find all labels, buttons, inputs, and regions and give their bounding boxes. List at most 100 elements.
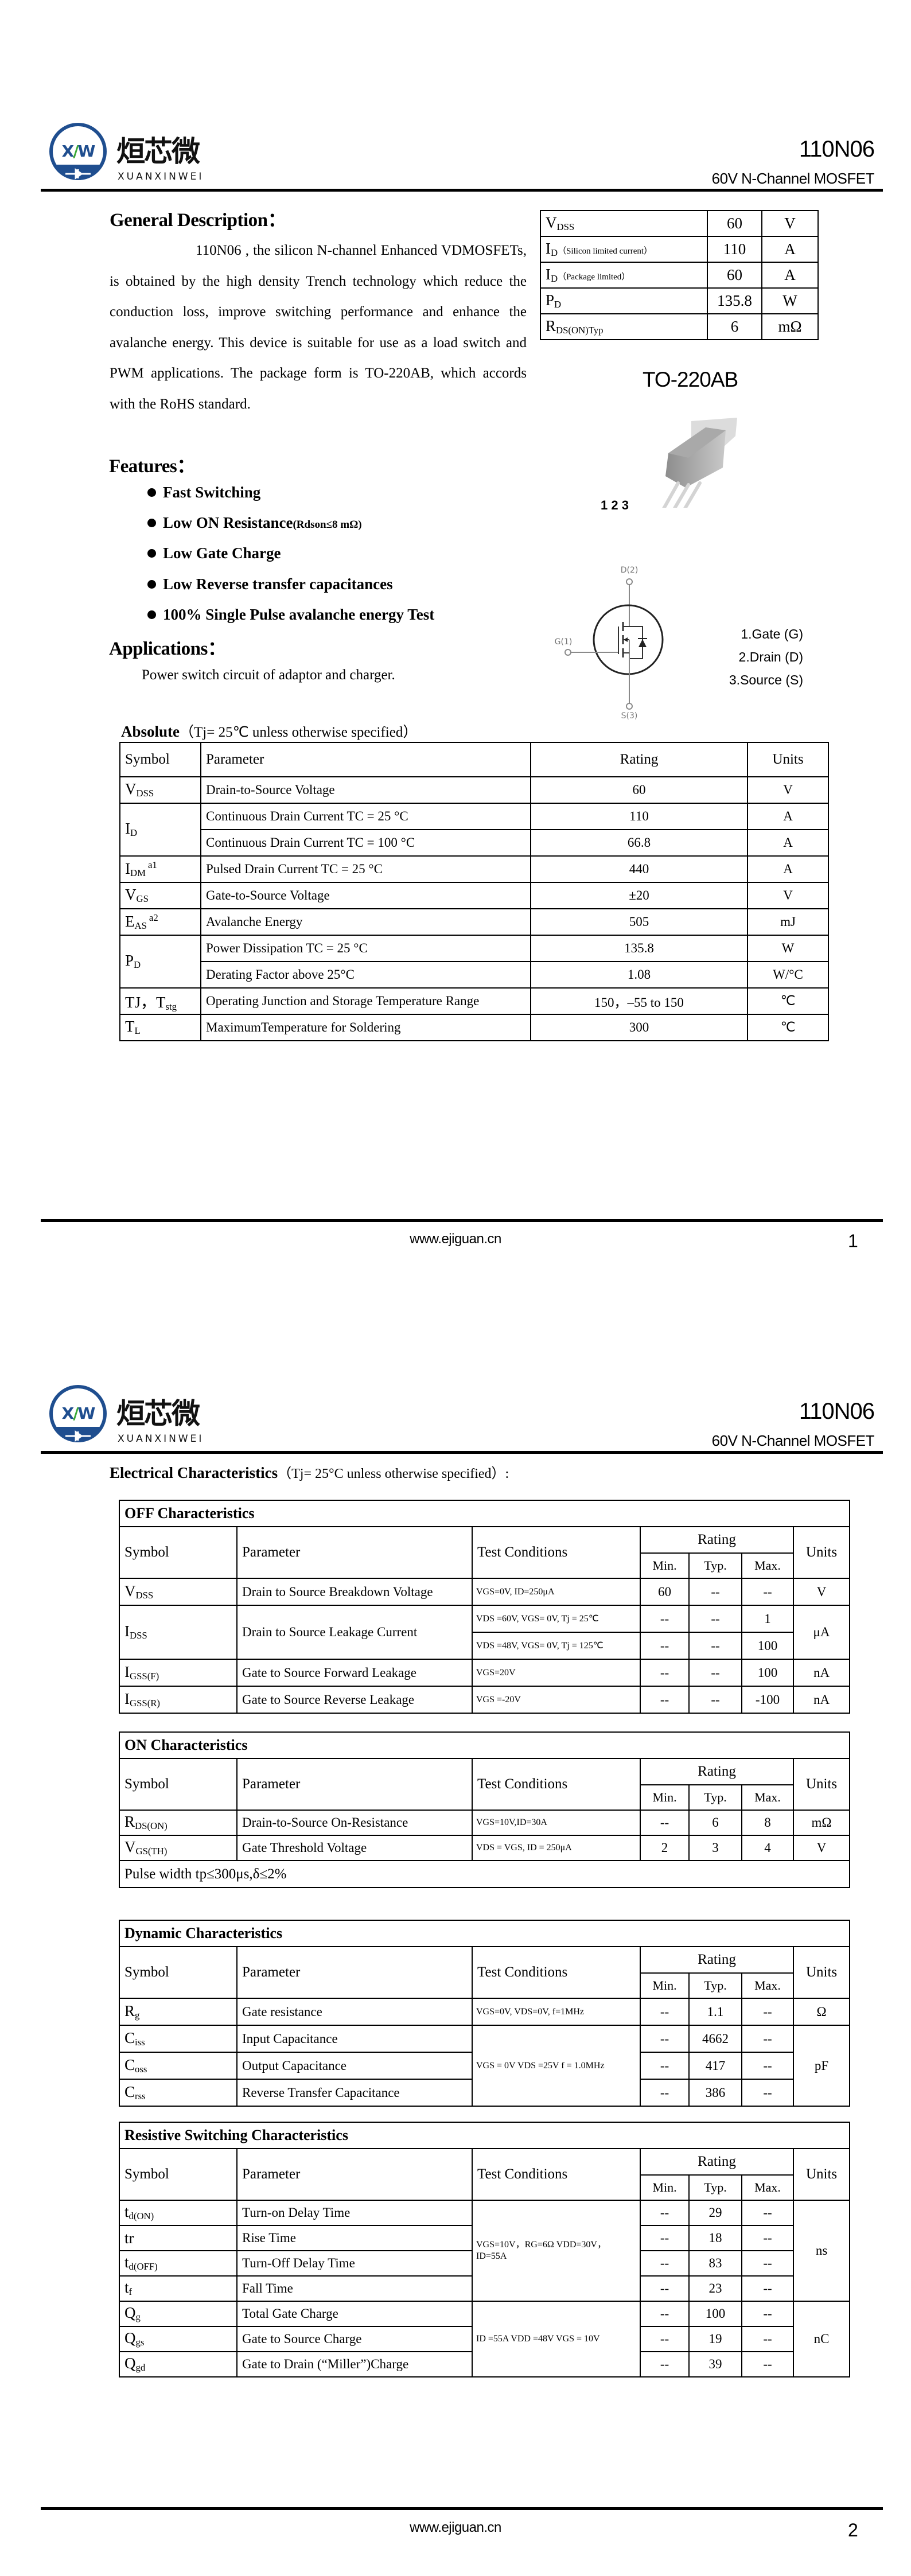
- gate-label: G(1): [555, 637, 573, 647]
- drain-label: D(2): [621, 566, 639, 575]
- table-row: Continuous Drain Current TC = 100 °C 66.8…: [120, 829, 829, 857]
- symbol-main: P: [546, 291, 555, 309]
- parameter-cell: Turn-Off Delay Time: [236, 2250, 473, 2277]
- key-spec-note: （Package limited）: [558, 272, 630, 282]
- typ-header: Typ.: [688, 1972, 742, 1999]
- parameter-cell: Drain-to-Source On-Resistance: [236, 1810, 473, 1836]
- key-spec-value: 110: [707, 236, 762, 263]
- symbol-subscript: GSS(R): [130, 1698, 161, 1709]
- to220-package-image: [662, 418, 737, 508]
- max-header: Max.: [741, 1552, 794, 1579]
- symbol-cell: Coss: [119, 2052, 238, 2080]
- column-header: Units: [747, 742, 829, 777]
- pin-legend-source: 3.Source (S): [729, 672, 803, 687]
- symbol-main: C: [124, 2029, 135, 2046]
- symbol-subscript: GS(TH): [135, 1846, 168, 1857]
- symbol-main: TJ，T: [125, 993, 166, 1011]
- brand-name: XUANXINWEI: [118, 171, 204, 182]
- parameter-cell: Drain-to-Source Voltage: [200, 776, 531, 804]
- typ-value: 6: [688, 1810, 742, 1836]
- min-value: --: [640, 2250, 690, 2277]
- symbol-main: I: [124, 1690, 130, 1707]
- key-spec-symbol: ID（Silicon limited current）: [540, 236, 708, 263]
- min-header: Min.: [640, 1972, 690, 1999]
- symbol-subscript: D: [134, 959, 141, 971]
- pin-numbers: 1 2 3: [601, 498, 629, 512]
- parameter-cell: Turn-on Delay Time: [236, 2200, 473, 2226]
- absolute-title: Absolute: [121, 723, 180, 740]
- symbol-subscript: DS(ON): [135, 1820, 168, 1832]
- max-value: 100: [741, 1659, 794, 1687]
- symbol-main: I: [125, 859, 130, 877]
- table-subheader-row: Min. Typ. Max.: [119, 2174, 850, 2201]
- rating-cell: 150，–55 to 150: [530, 987, 748, 1015]
- column-header: Test Conditions: [472, 2148, 641, 2201]
- parameter-cell: Power Dissipation TC = 25 °C: [200, 935, 531, 962]
- unit-cell: nA: [792, 1659, 851, 1687]
- max-value: 8: [741, 1810, 794, 1836]
- units-header: Units: [792, 1526, 851, 1579]
- min-value: --: [640, 2225, 690, 2251]
- table-row: EASa2 Avalanche Energy 505 mJ: [119, 908, 829, 936]
- test-condition-cell: VDS = VGS, ID = 250μA: [472, 1835, 641, 1861]
- typ-value: --: [688, 1605, 742, 1633]
- symbol-cell: RDS(ON): [119, 1810, 238, 1836]
- test-condition-cell: VGS=0V, ID=250μA: [472, 1578, 641, 1606]
- min-header: Min.: [640, 2174, 690, 2201]
- parameter-cell: Pulsed Drain Current TC = 25 °C: [200, 855, 531, 883]
- applications-heading: Applications：: [109, 639, 227, 659]
- symbol-cell: Ciss: [119, 2025, 238, 2053]
- column-header: Parameter: [236, 1758, 473, 1811]
- symbol-cell: IGSS(R): [119, 1686, 238, 1714]
- svg-text:X/W: X/W: [62, 142, 96, 161]
- package-label: TO-220AB: [643, 368, 738, 391]
- table-header-row: Symbol Parameter Test Conditions Rating Unit…: [119, 1758, 851, 1811]
- pin-legend-gate: 1.Gate (G): [741, 627, 803, 641]
- part-subtitle: 60V N-Channel MOSFET: [711, 170, 875, 187]
- symbol-cell: tf: [119, 2275, 238, 2302]
- max-header: Max.: [741, 1784, 794, 1811]
- symbol-cell: PD: [119, 935, 201, 989]
- symbol-subscript: oss: [135, 2064, 147, 2075]
- table-subheader-row: Min. Typ. Max.: [119, 1552, 850, 1579]
- parameter-cell: Gate to Source Reverse Leakage: [236, 1686, 473, 1714]
- unit-cell: Ω: [792, 1998, 851, 2026]
- rating-cell: 135.8: [530, 935, 748, 962]
- typ-value: --: [688, 1578, 742, 1606]
- symbol-main: I: [546, 265, 551, 283]
- symbol-cell: TL: [119, 1014, 201, 1041]
- table-row: IGSS(R) Gate to Source Reverse Leakage VGS…: [119, 1686, 851, 1714]
- unit-cell: mΩ: [792, 1810, 851, 1836]
- footer-url[interactable]: www.ejiguan.cn: [410, 1231, 501, 1247]
- parameter-cell: Output Capacitance: [236, 2052, 473, 2080]
- footer-url[interactable]: www.ejiguan.cn: [410, 2520, 501, 2535]
- symbol-subscript: DM: [130, 867, 146, 879]
- symbol-main: Q: [124, 2304, 136, 2322]
- key-spec-row: ID（Package limited） 60 A: [540, 262, 819, 289]
- rating-header: Rating: [640, 2148, 794, 2176]
- parameter-cell: Drain to Source Leakage Current: [236, 1605, 473, 1660]
- min-header: Min.: [640, 1784, 690, 1811]
- key-spec-value: 60: [707, 210, 762, 237]
- unit-cell: nA: [792, 1686, 851, 1714]
- parameter-cell: Gate to Drain (“Miller”)Charge: [236, 2351, 473, 2377]
- feature-note: (Rdson≤8 mΩ): [293, 519, 362, 531]
- section-title-row: Resistive Switching Characteristics: [118, 2122, 851, 2149]
- min-header: Min.: [640, 1552, 690, 1579]
- parameter-cell: Gate resistance: [236, 1998, 473, 2026]
- header-divider: [41, 189, 883, 192]
- symbol-cell: VGS(TH): [119, 1835, 238, 1861]
- key-specs-table: VDSS 60 V ID（Silicon limited current） 110 A ID…: [540, 210, 819, 340]
- symbol-main: V: [125, 886, 137, 904]
- max-value: --: [741, 2052, 794, 2080]
- rating-header: Rating: [640, 1946, 794, 1974]
- parameter-cell: Drain to Source Breakdown Voltage: [236, 1578, 473, 1606]
- symbol-main: R: [546, 317, 556, 334]
- table-row: Derating Factor above 25°C 1.08 W/°C: [120, 961, 829, 989]
- typ-value: 1.1: [688, 1998, 742, 2026]
- unit-cell: A: [747, 855, 829, 883]
- unit-cell: V: [747, 882, 829, 909]
- unit-cell: A: [747, 829, 829, 857]
- symbol-subscript: D: [130, 827, 138, 839]
- parameter-cell: Operating Junction and Storage Temperatu…: [200, 987, 531, 1015]
